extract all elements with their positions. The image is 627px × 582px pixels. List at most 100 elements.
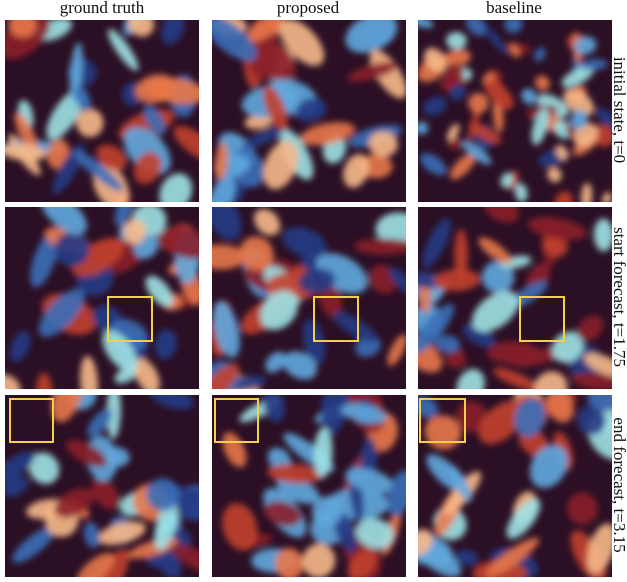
- field-blob: [419, 153, 447, 176]
- field-blob: [471, 123, 502, 144]
- field-blob: [212, 363, 240, 389]
- field-blob: [514, 183, 528, 202]
- field-blob: [574, 36, 597, 55]
- field-blob: [423, 96, 447, 116]
- field-blob: [302, 543, 336, 577]
- field-blob: [555, 144, 569, 161]
- field-blob: [212, 300, 240, 358]
- field-blob: [265, 351, 287, 373]
- field-blob: [478, 237, 512, 264]
- field-blob: [143, 104, 166, 135]
- field-blob: [106, 395, 121, 440]
- field-blob: [580, 59, 609, 70]
- field-blob: [51, 395, 84, 423]
- field-blob: [418, 529, 433, 556]
- field-blob: [313, 427, 333, 479]
- field-panel: [5, 207, 199, 389]
- field-blob: [586, 395, 612, 412]
- field-blob: [514, 398, 546, 438]
- field-blob: [28, 452, 60, 485]
- field-blob: [83, 522, 100, 548]
- field-blob: [214, 142, 228, 181]
- panel-grid: [5, 20, 612, 577]
- field-blob: [134, 358, 160, 389]
- field-blob: [154, 499, 178, 550]
- field-blob: [481, 261, 515, 294]
- field-blob: [133, 151, 162, 185]
- field-blob: [341, 403, 387, 424]
- field-blob: [533, 371, 568, 389]
- field-blob: [97, 521, 146, 546]
- field-blob: [161, 20, 185, 45]
- field-blob: [506, 498, 541, 539]
- field-blob: [375, 212, 406, 247]
- field-blob: [423, 47, 447, 72]
- field-blob: [320, 395, 349, 436]
- field-blob: [418, 334, 443, 373]
- field-blob: [577, 315, 604, 342]
- field-blobs: [5, 207, 199, 389]
- field-blob: [508, 42, 520, 58]
- field-blob: [212, 244, 246, 270]
- field-blob: [566, 492, 598, 525]
- field-blob: [345, 467, 395, 494]
- field-blob: [487, 341, 540, 365]
- field-panel: [418, 395, 612, 577]
- field-blob: [602, 192, 612, 202]
- field-blob: [343, 153, 369, 188]
- field-panel: [5, 20, 199, 202]
- field-blob: [446, 123, 460, 142]
- field-blob: [551, 331, 584, 363]
- field-blob: [576, 405, 606, 436]
- field-blob: [586, 523, 612, 575]
- field-blob: [76, 552, 115, 577]
- field-blob: [418, 121, 429, 135]
- field-panel: [212, 20, 406, 202]
- field-blob: [448, 137, 463, 151]
- field-blob: [157, 227, 199, 259]
- field-blob: [253, 208, 281, 236]
- row-label: end forecast, t=3.15: [610, 417, 627, 552]
- column-header: proposed: [277, 0, 340, 17]
- field-blob: [593, 218, 612, 252]
- field-blob: [263, 140, 299, 190]
- field-blob: [275, 547, 304, 577]
- field-blobs: [418, 207, 612, 389]
- field-blob: [547, 167, 562, 183]
- field-blob: [173, 125, 199, 161]
- field-blob: [300, 122, 356, 146]
- field-blob: [40, 207, 87, 235]
- field-blob: [448, 465, 472, 502]
- field-blob: [535, 75, 550, 91]
- field-blobs: [212, 207, 406, 389]
- field-blob: [422, 218, 451, 268]
- field-blob: [80, 355, 99, 389]
- field-blob: [94, 548, 130, 577]
- column-header: ground truth: [60, 0, 145, 17]
- field-blob: [8, 20, 37, 38]
- field-blob: [91, 477, 120, 510]
- field-blob: [260, 290, 299, 330]
- field-blob: [76, 108, 104, 138]
- field-blob: [455, 549, 479, 566]
- field-blob: [353, 238, 406, 255]
- highlight-boxes: [9, 296, 565, 443]
- field-blob: [347, 61, 398, 82]
- field-blob: [418, 271, 445, 289]
- field-blob: [54, 488, 95, 518]
- field-blob: [418, 303, 455, 355]
- field-blob: [388, 267, 406, 296]
- field-blob: [446, 32, 467, 50]
- field-blob: [263, 395, 286, 423]
- field-blob: [9, 330, 31, 362]
- field-blob: [570, 109, 588, 130]
- field-blob: [467, 106, 481, 142]
- field-panel: [5, 395, 199, 577]
- field-blob: [461, 140, 492, 165]
- field-blob: [242, 125, 287, 149]
- field-blob: [114, 207, 135, 227]
- field-blob: [534, 47, 546, 62]
- field-blob: [465, 20, 488, 36]
- field-blob: [171, 544, 199, 576]
